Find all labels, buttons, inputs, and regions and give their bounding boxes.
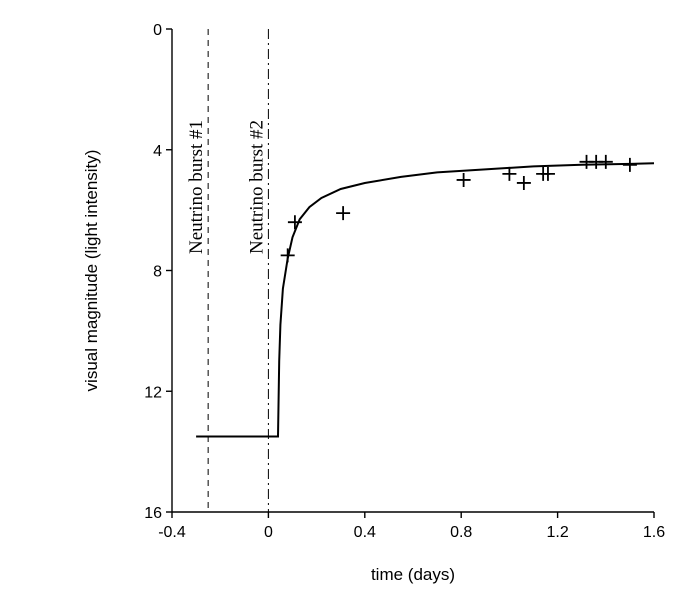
x-tick-label: 0.8 bbox=[450, 524, 472, 541]
x-tick-label: -0.4 bbox=[158, 524, 186, 541]
data-point bbox=[456, 172, 471, 187]
x-tick-label: 0 bbox=[264, 524, 273, 541]
x-axis-title: time (days) bbox=[371, 565, 455, 584]
y-tick-label: 12 bbox=[144, 384, 162, 401]
x-tick-label: 1.2 bbox=[546, 524, 568, 541]
data-point bbox=[622, 157, 637, 172]
data-point bbox=[540, 166, 555, 181]
data-point bbox=[287, 215, 302, 230]
data-point bbox=[516, 175, 531, 190]
x-tick-label: 1.6 bbox=[643, 524, 665, 541]
x-tick-label: 0.4 bbox=[354, 524, 376, 541]
annotation-label: Neutrino burst #1 bbox=[186, 120, 207, 254]
plot-area: 0 4 8 12 16 -0.4 0 0.4 0.8 1.2 1.6 time (days) visua… bbox=[82, 22, 665, 584]
data-point bbox=[502, 166, 517, 181]
data-point bbox=[336, 206, 351, 221]
y-tick-label: 0 bbox=[153, 22, 162, 39]
y-tick-label: 16 bbox=[144, 505, 162, 522]
y-tick-label: 8 bbox=[153, 264, 162, 281]
data-point bbox=[280, 248, 295, 263]
data-point bbox=[598, 154, 613, 169]
y-tick-label: 4 bbox=[153, 143, 162, 160]
y-axis-title: visual magnitude (light intensity) bbox=[82, 150, 101, 392]
model-curve bbox=[196, 162, 655, 438]
annotation-label: Neutrino burst #2 bbox=[246, 120, 267, 254]
